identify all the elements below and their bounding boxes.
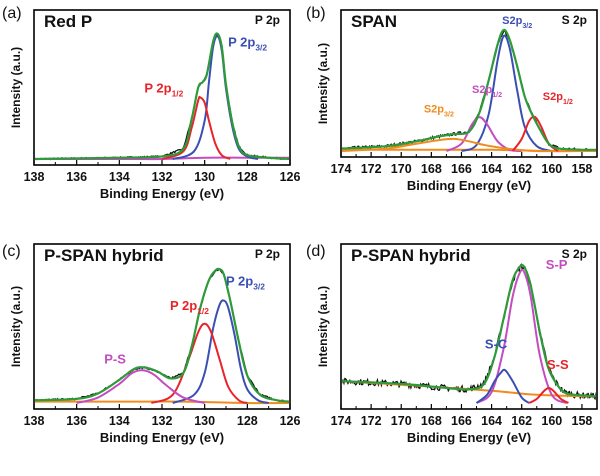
x-tick-label: 162	[511, 162, 532, 176]
core-level-label: P 2p	[255, 247, 280, 261]
x-tick-label: 168	[421, 414, 442, 428]
y-axis-label: Intensity (a.u.)	[316, 286, 330, 367]
plot-area	[35, 32, 289, 161]
fit-envelope	[342, 264, 596, 398]
component-peak-s2p3-2-broad-	[342, 137, 582, 153]
peak-label: S2p1/2	[543, 91, 573, 106]
panel-letter: (d)	[306, 243, 326, 260]
plot-frame	[340, 9, 598, 158]
panel-b: 174 172 170 168 166 164 162 160 158 Binding Energ…	[306, 5, 598, 193]
fit-envelope	[342, 28, 596, 151]
peak-label: S-C	[485, 336, 508, 351]
panel-a: 138 136 134 132 130 128 126 Binding Energy (eV)…	[2, 5, 300, 201]
peak-label: S2p3/2	[424, 103, 454, 118]
x-tick-label: 170	[391, 414, 412, 428]
component-peak-p-2p1-2	[150, 322, 248, 404]
peak-label: P 2p3/2	[226, 274, 265, 292]
x-tick-label: 166	[451, 162, 472, 176]
y-axis-label: Intensity (a.u.)	[9, 286, 23, 367]
x-tick-label: 174	[331, 414, 352, 428]
panel-c: 138 136 134 132 130 128 126 Binding Energy (eV)…	[2, 243, 300, 445]
fit-envelope	[35, 267, 289, 403]
panel-title: SPAN	[351, 12, 397, 31]
panel-title: P-SPAN hybrid	[351, 246, 471, 265]
raw-spectrum	[35, 32, 289, 161]
panel-title: P-SPAN hybrid	[44, 246, 164, 265]
x-tick-label: 172	[361, 414, 382, 428]
x-tick-label: 134	[109, 170, 130, 184]
panel-letter: (b)	[306, 5, 326, 22]
raw-spectrum	[342, 262, 596, 401]
x-tick-label: 170	[391, 162, 412, 176]
peak-label: S-P	[546, 257, 568, 272]
x-tick-label: 128	[237, 170, 258, 184]
x-tick-label: 128	[237, 414, 258, 428]
peak-label: P-S	[104, 351, 126, 366]
x-axis-label: Binding Energy (eV)	[407, 178, 531, 193]
x-tick-label: 160	[541, 162, 562, 176]
x-tick-label: 164	[481, 414, 502, 428]
peak-label: P 2p1/2	[144, 80, 183, 98]
component-peak-s-s	[528, 386, 569, 404]
component-peak-p-2p1-2	[161, 95, 231, 160]
plot-frame	[340, 243, 598, 410]
x-tick-label: 168	[421, 162, 442, 176]
x-tick-label: 136	[66, 414, 87, 428]
panel-letter: (c)	[2, 243, 21, 260]
x-tick-label: 172	[361, 162, 382, 176]
panel-letter: (a)	[2, 5, 22, 22]
component-peak-s-p	[475, 268, 568, 404]
core-level-label: S 2p	[562, 247, 587, 261]
x-tick-label: 132	[152, 170, 173, 184]
x-tick-label: 174	[331, 162, 352, 176]
x-tick-label: 132	[152, 414, 173, 428]
x-tick-label: 166	[451, 414, 472, 428]
peak-label: P 2p1/2	[170, 298, 209, 316]
plot-area	[342, 28, 596, 153]
core-level-label: P 2p	[255, 13, 280, 27]
x-tick-label: 130	[194, 170, 215, 184]
x-tick-label: 138	[24, 414, 45, 428]
peak-label: S-S	[547, 357, 569, 372]
core-level-label: S 2p	[562, 13, 587, 27]
background-line	[35, 400, 289, 405]
panel-d: 174 172 170 168 166 164 162 160 158 Binding Energ…	[306, 243, 598, 445]
x-tick-label: 136	[66, 170, 87, 184]
x-tick-label: 160	[541, 414, 562, 428]
component-peak-p-s	[76, 369, 205, 404]
y-axis-label: Intensity (a.u.)	[316, 43, 330, 124]
x-tick-label: 158	[572, 414, 593, 428]
component-peak-s2p3-2-s-s-s-c-	[461, 34, 553, 152]
x-tick-label: 130	[194, 414, 215, 428]
peak-label: S2p3/2	[502, 15, 532, 30]
panel-title: Red P	[44, 12, 92, 31]
x-tick-label: 134	[109, 414, 130, 428]
x-tick-label: 158	[572, 162, 593, 176]
x-tick-label: 126	[280, 170, 301, 184]
plot-area	[35, 267, 289, 405]
x-tick-label: 164	[481, 162, 502, 176]
fit-envelope	[35, 32, 289, 161]
y-axis-label: Intensity (a.u.)	[9, 47, 23, 128]
component-peak-p-2p3-2	[172, 299, 269, 404]
x-axis-label: Binding Energy (eV)	[407, 430, 531, 445]
component-peak-s-c	[475, 368, 530, 404]
x-tick-label: 162	[511, 414, 532, 428]
x-axis-label: Binding Energy (eV)	[100, 430, 224, 445]
x-tick-label: 126	[280, 414, 301, 428]
peak-label: P 2p3/2	[228, 34, 267, 52]
x-axis-label: Binding Energy (eV)	[100, 186, 224, 201]
peak-label: S2p1/2	[472, 84, 502, 99]
x-tick-label: 138	[24, 170, 45, 184]
plot-area	[342, 262, 596, 404]
